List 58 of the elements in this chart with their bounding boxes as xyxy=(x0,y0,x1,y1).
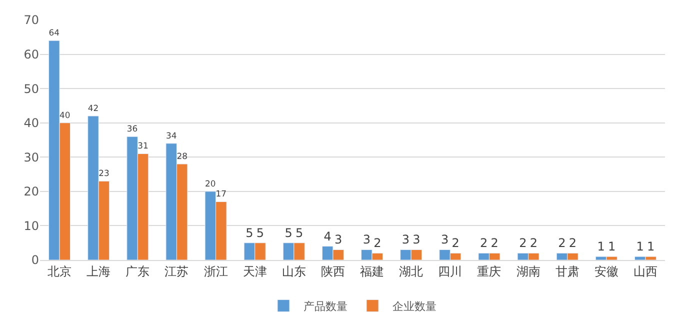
data-label: 2 xyxy=(568,236,577,250)
data-label: 20 xyxy=(205,178,216,188)
y-tick-label: 40 xyxy=(24,116,39,130)
data-label: 1 xyxy=(597,240,605,254)
data-label: 40 xyxy=(60,110,70,120)
data-label: 34 xyxy=(166,130,177,140)
data-label: 3 xyxy=(440,232,449,247)
data-label: 2 xyxy=(519,236,527,250)
data-label: 42 xyxy=(88,102,99,113)
legend-label: 产品数量 xyxy=(304,300,348,313)
data-label: 5 xyxy=(284,226,292,240)
data-label: 5 xyxy=(256,226,264,240)
data-label: 2 xyxy=(490,236,498,250)
data-label: 2 xyxy=(480,236,488,250)
x-tick-label: 安徽 xyxy=(594,264,618,278)
x-tick-label: 山东 xyxy=(282,264,306,278)
data-label: 23 xyxy=(98,168,110,178)
x-tick-label: 天津 xyxy=(242,264,267,278)
x-tick-label: 湖北 xyxy=(399,264,424,278)
x-tick-label: 福建 xyxy=(360,264,384,278)
x-tick-label: 北京 xyxy=(48,264,72,278)
data-label: 2 xyxy=(452,236,460,250)
y-tick-label: 70 xyxy=(24,13,39,28)
y-tick-label: 50 xyxy=(24,82,39,96)
y-tick-label: 10 xyxy=(24,218,39,233)
data-label: 17 xyxy=(216,188,227,199)
x-tick-label: 山西 xyxy=(633,264,658,278)
y-tick-label: 0 xyxy=(31,253,39,268)
legend-label: 企业数量 xyxy=(392,300,436,313)
data-label: 64 xyxy=(48,27,60,38)
data-label: 1 xyxy=(636,240,644,254)
data-label: 1 xyxy=(608,240,616,254)
y-tick-label: 30 xyxy=(24,150,39,164)
data-label: 2 xyxy=(530,236,538,250)
data-label: 3 xyxy=(334,232,342,247)
x-tick-label: 四川 xyxy=(438,264,462,278)
x-tick-label: 上海 xyxy=(86,264,111,278)
data-label: 5 xyxy=(246,226,254,240)
data-label: 31 xyxy=(138,140,148,151)
data-label: 3 xyxy=(412,232,420,247)
x-tick-label: 陕西 xyxy=(320,264,345,278)
x-tick-label: 甘肃 xyxy=(555,264,580,278)
x-tick-label: 重庆 xyxy=(477,264,502,278)
x-tick-label: 江苏 xyxy=(164,264,189,278)
data-label: 5 xyxy=(295,226,304,240)
y-tick-label: 20 xyxy=(24,184,39,199)
data-label: 4 xyxy=(324,229,332,244)
data-label: 3 xyxy=(362,232,370,247)
data-label: 1 xyxy=(647,240,655,254)
data-label: 2 xyxy=(374,236,382,250)
data-label: 2 xyxy=(558,236,566,250)
x-tick-label: 湖南 xyxy=(516,264,540,278)
data-label: 36 xyxy=(126,123,138,134)
x-tick-label: 广东 xyxy=(126,264,150,278)
data-label: 3 xyxy=(402,232,410,247)
x-tick-label: 浙江 xyxy=(204,264,228,278)
y-tick-label: 60 xyxy=(24,47,39,62)
data-label: 28 xyxy=(176,150,188,161)
